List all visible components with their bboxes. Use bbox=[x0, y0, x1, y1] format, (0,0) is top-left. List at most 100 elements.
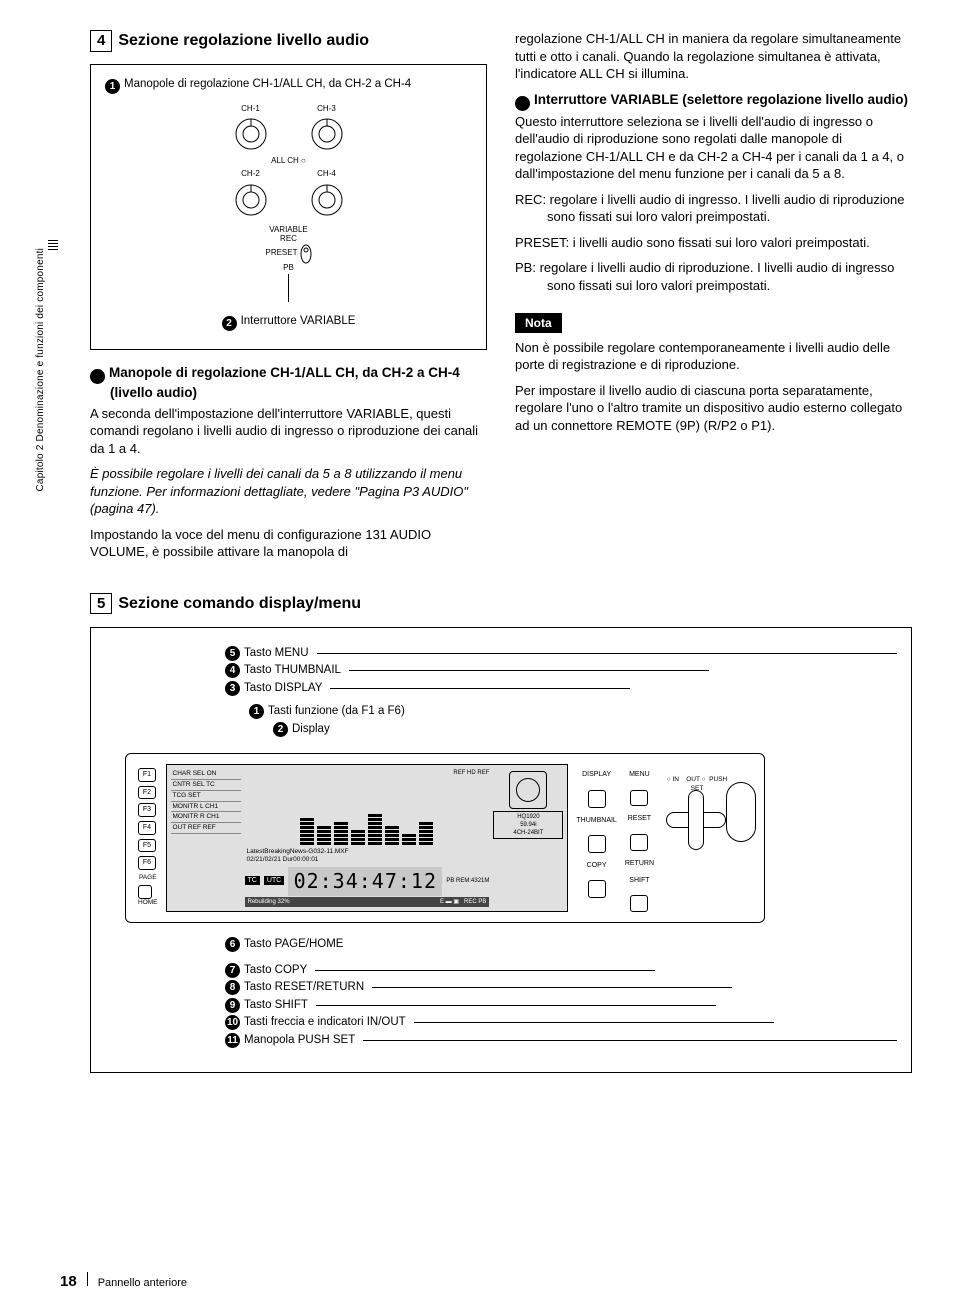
reset-button[interactable] bbox=[630, 834, 648, 851]
shift-button[interactable] bbox=[630, 895, 648, 912]
diagram-box: 1Manopole di regolazione CH-1/ALL CH, da… bbox=[90, 64, 487, 351]
callout-1b-icon: 1 bbox=[249, 704, 264, 719]
chapter-sidebar: Capitolo 2 Denominazione e funzioni dei … bbox=[34, 248, 48, 491]
callout-8-icon: 8 bbox=[225, 980, 240, 995]
bottom-label-list: 6Tasto PAGE/HOME 7Tasto COPY 8Tasto RESE… bbox=[225, 937, 897, 1048]
switch-icon bbox=[300, 244, 312, 264]
item1-italic: È possibile regolare i livelli dei canal… bbox=[90, 466, 468, 516]
copy-btn-label: COPY bbox=[587, 861, 607, 870]
format-box: HQ1920 59.94i 4CH-24BIT bbox=[493, 811, 563, 839]
item1-num-icon: 1 bbox=[90, 369, 105, 384]
rec-line: REC: regolare i livelli audio di ingress… bbox=[515, 191, 912, 226]
label-display2: Display bbox=[292, 722, 330, 738]
section5: 5Sezione comando display/menu 5 Tasto MEN… bbox=[90, 593, 912, 1073]
section4-columns: 4Sezione regolazione livello audio 1Mano… bbox=[90, 30, 912, 569]
left-column: 4Sezione regolazione livello audio 1Mano… bbox=[90, 30, 487, 569]
display-button[interactable] bbox=[588, 790, 606, 808]
callout-5-icon: 5 bbox=[225, 646, 240, 661]
callout-11-icon: 11 bbox=[225, 1033, 240, 1048]
reset-btn-label: RESET bbox=[628, 814, 651, 823]
knob-ch1-label: CH-1 bbox=[226, 104, 276, 115]
knob-icon bbox=[231, 180, 271, 220]
page-home-button[interactable] bbox=[138, 885, 152, 899]
nota-body2: Per impostare il livello audio di ciascu… bbox=[515, 382, 912, 435]
label-arrows: Tasti freccia e indicatori IN/OUT bbox=[244, 1015, 406, 1031]
push-set-dial[interactable] bbox=[726, 782, 756, 842]
right-intro: regolazione CH-1/ALL CH in maniera da re… bbox=[515, 30, 912, 83]
callout-9-icon: 9 bbox=[225, 998, 240, 1013]
label-fkeys: Tasti funzione (da F1 a F6) bbox=[268, 704, 405, 720]
right-column: regolazione CH-1/ALL CH in maniera da re… bbox=[515, 30, 912, 569]
diagram-caption-2: 2 Interruttore VARIABLE bbox=[105, 314, 472, 331]
copy-button[interactable] bbox=[588, 880, 606, 898]
preset-line: PRESET: i livelli audio sono fissati sui… bbox=[515, 234, 912, 252]
knob-ch2-label: CH-2 bbox=[226, 169, 276, 180]
knob-icon bbox=[307, 180, 347, 220]
knob-ch4-label: CH-4 bbox=[302, 169, 352, 180]
callout-2b-icon: 2 bbox=[273, 722, 288, 737]
f2-button[interactable]: F2 bbox=[138, 786, 156, 799]
lcd-left-labels: CHAR SEL ON CNTR SEL TC TCG SET MONITR L… bbox=[171, 769, 241, 907]
diagram-caption-1: 1Manopole di regolazione CH-1/ALL CH, da… bbox=[105, 77, 472, 94]
display-btn-label: DISPLAY bbox=[582, 770, 611, 779]
menu-btn-label: MENU bbox=[629, 770, 650, 779]
label-menu: Tasto MENU bbox=[244, 646, 309, 662]
lcd-status: Rebuilding 32%E ▬ ▣ REC PB bbox=[245, 897, 490, 907]
shift-btn-label: SHIFT bbox=[629, 876, 649, 885]
variable-switch-labels: VARIABLE REC PRESET PB bbox=[209, 226, 369, 272]
thumbnail-button[interactable] bbox=[588, 835, 606, 853]
f6-button[interactable]: F6 bbox=[138, 856, 156, 869]
item1-body: A seconda dell'impostazione dell'interru… bbox=[90, 405, 487, 458]
f1-button[interactable]: F1 bbox=[138, 768, 156, 781]
callout-6-icon: 6 bbox=[225, 937, 240, 952]
f-button-column: F1 F2 F3 F4 F5 F6 PAGE HOME bbox=[138, 764, 158, 912]
label-display: Tasto DISPLAY bbox=[244, 681, 322, 697]
nota-body1: Non è possibile regolare contemporaneame… bbox=[515, 339, 912, 374]
item2-body: Questo interruttore seleziona se i livel… bbox=[515, 113, 912, 183]
device-holder: F1 F2 F3 F4 F5 F6 PAGE HOME CHAR SEL ON … bbox=[125, 753, 897, 923]
arrow-cross[interactable] bbox=[666, 790, 726, 850]
device-box: F1 F2 F3 F4 F5 F6 PAGE HOME CHAR SEL ON … bbox=[125, 753, 765, 923]
thumbnail-btn-label: THUMBNAIL bbox=[576, 816, 616, 825]
label-reset: Tasto RESET/RETURN bbox=[244, 980, 364, 996]
section5-title: 5Sezione comando display/menu bbox=[90, 593, 912, 615]
item2-heading: Interruttore VARIABLE (selettore regolaz… bbox=[534, 92, 908, 107]
section4-number: 4 bbox=[90, 30, 112, 52]
section4-title-text: Sezione regolazione livello audio bbox=[118, 32, 369, 49]
diagram-caption-1-text: Manopole di regolazione CH-1/ALL CH, da … bbox=[124, 78, 411, 90]
item2-num-icon: 2 bbox=[515, 96, 530, 111]
section5-number: 5 bbox=[90, 593, 112, 615]
lcd-right: HQ1920 59.94i 4CH-24BIT bbox=[493, 769, 563, 907]
diagram-caption-2-text: Interruttore VARIABLE bbox=[241, 315, 356, 327]
label-pushset: Manopola PUSH SET bbox=[244, 1033, 355, 1049]
home-label: HOME bbox=[138, 899, 158, 908]
section5-frame: 5Tasto MENU 4Tasto THUMBNAIL 3Tasto DISP… bbox=[90, 627, 912, 1074]
callout-4-icon: 4 bbox=[225, 663, 240, 678]
dpad-area: ○ IN OUT ○ PUSH SET bbox=[662, 782, 752, 872]
callout-7-icon: 7 bbox=[225, 963, 240, 978]
pbrem: PB REM:4321M bbox=[446, 877, 489, 885]
pb-line: PB: regolare i livelli audio di riproduz… bbox=[515, 259, 912, 294]
menu-button[interactable] bbox=[630, 790, 648, 807]
f5-button[interactable]: F5 bbox=[138, 839, 156, 852]
lcd-mid: REF HD REF LatestBreakingNews-G032-11.MX… bbox=[245, 769, 490, 907]
side-stripe bbox=[48, 240, 58, 252]
callout-2-icon: 2 bbox=[222, 316, 237, 331]
page-label: PAGE bbox=[138, 874, 158, 883]
label-copy: Tasto COPY bbox=[244, 963, 307, 979]
tc-label: TC bbox=[245, 876, 260, 885]
section4-title: 4 Sezione regolazione livello audio bbox=[90, 30, 487, 52]
f4-button[interactable]: F4 bbox=[138, 821, 156, 834]
knob-ch3-label: CH-3 bbox=[302, 104, 352, 115]
item1-continuation: Impostando la voce del menu di configura… bbox=[90, 526, 487, 561]
page-footer: 18 Pannello anteriore bbox=[60, 1272, 187, 1292]
allch-label: ALL CH ○ bbox=[209, 156, 369, 167]
f3-button[interactable]: F3 bbox=[138, 803, 156, 816]
audio-meters bbox=[245, 777, 490, 847]
label-thumbnail: Tasto THUMBNAIL bbox=[244, 663, 341, 679]
nota-badge: Nota bbox=[515, 313, 562, 333]
item1: 1Manopole di regolazione CH-1/ALL CH, da… bbox=[90, 364, 487, 561]
lcd-display: CHAR SEL ON CNTR SEL TC TCG SET MONITR L… bbox=[166, 764, 569, 912]
timecode: 02:34:47:12 bbox=[288, 867, 442, 896]
knob-diagram: CH-1 CH-3 ALL CH ○ CH-2 CH-4 bbox=[209, 104, 369, 303]
